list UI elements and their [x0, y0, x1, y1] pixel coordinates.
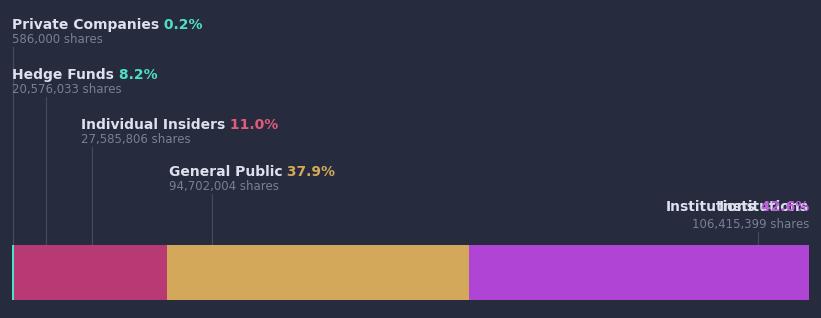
Text: 106,415,399 shares: 106,415,399 shares	[691, 218, 809, 231]
Text: 42.6%: 42.6%	[756, 200, 809, 214]
Text: 27,585,806 shares: 27,585,806 shares	[81, 133, 190, 146]
Text: 94,702,004 shares: 94,702,004 shares	[169, 180, 278, 193]
Text: Institutions: Institutions	[719, 200, 809, 214]
Text: Hedge Funds: Hedge Funds	[12, 68, 114, 82]
Text: Individual Insiders: Individual Insiders	[81, 118, 225, 132]
Text: General Public: General Public	[169, 165, 282, 179]
Text: 37.9%: 37.9%	[282, 165, 336, 179]
Text: 20,576,033 shares: 20,576,033 shares	[12, 83, 122, 96]
Text: Private Companies: Private Companies	[12, 18, 159, 32]
Text: 8.2%: 8.2%	[114, 68, 158, 82]
Bar	[14, 245, 79, 300]
Bar	[79, 245, 167, 300]
Text: Institutions: Institutions	[666, 200, 756, 214]
Text: 586,000 shares: 586,000 shares	[12, 33, 103, 46]
Bar	[469, 245, 809, 300]
Bar	[167, 245, 469, 300]
Bar	[12, 245, 14, 300]
Text: 11.0%: 11.0%	[225, 118, 278, 132]
Text: 0.2%: 0.2%	[159, 18, 203, 32]
